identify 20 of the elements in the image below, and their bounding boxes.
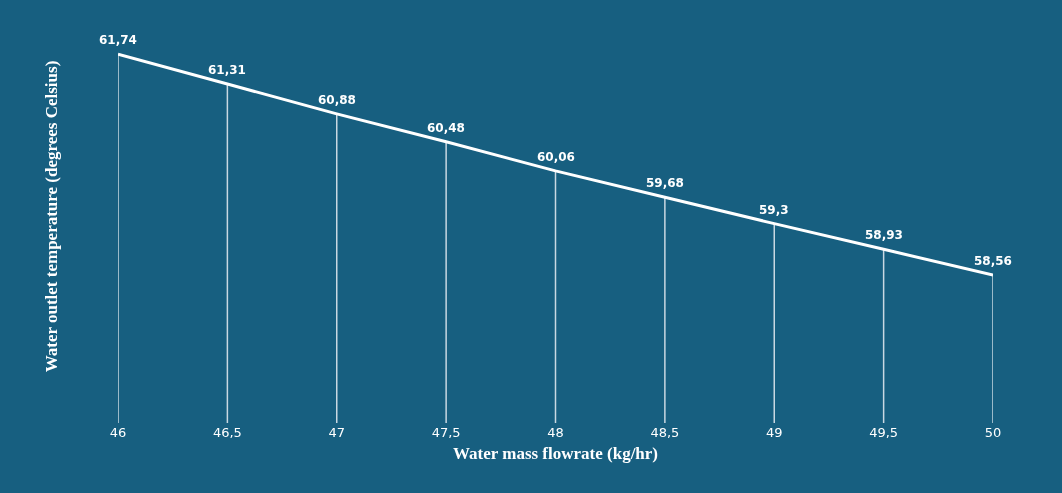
data-label: 58,93 xyxy=(865,228,903,242)
x-tick-label: 46,5 xyxy=(212,425,242,440)
data-label: 60,88 xyxy=(318,93,356,107)
x-tick-label: 47,5 xyxy=(431,425,461,440)
x-axis-title: Water mass flowrate (kg/hr) xyxy=(452,444,659,464)
data-label: 61,74 xyxy=(99,33,137,47)
data-label: 58,56 xyxy=(974,254,1012,268)
x-tick-label: 49,5 xyxy=(869,425,899,440)
x-tick-label: 48 xyxy=(547,425,564,440)
x-tick-label: 50 xyxy=(984,425,1002,440)
y-axis-title: Water outlet temperature (degrees Celsius) xyxy=(41,60,61,373)
data-label: 60,48 xyxy=(427,121,465,135)
data-label: 59,68 xyxy=(646,176,684,190)
data-label: 59,3 xyxy=(759,203,789,217)
x-tick-label: 48,5 xyxy=(650,425,680,440)
data-label: 61,31 xyxy=(208,63,246,77)
x-tick-label: 46 xyxy=(109,425,127,440)
data-label: 60,06 xyxy=(537,150,575,164)
x-tick-label: 47 xyxy=(328,425,346,440)
x-tick-label: 49 xyxy=(765,425,783,440)
